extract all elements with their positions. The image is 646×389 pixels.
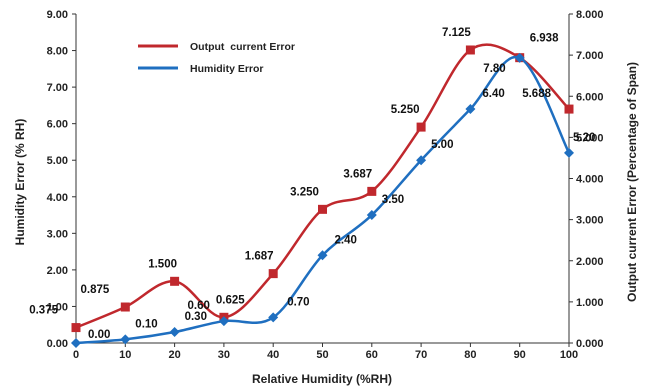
data-label-output-current-error: 1.687 (245, 251, 274, 263)
data-label-output-current-error: 3.687 (343, 168, 372, 180)
data-label-humidity-error: 0.00 (88, 329, 110, 341)
y-left-tick-label: 2.00 (47, 265, 68, 277)
data-point-output-current-error (268, 269, 278, 279)
x-tick-label: 50 (316, 349, 328, 361)
data-label-output-current-error: 5.250 (391, 104, 420, 116)
y-right-tick-label: 2.000 (576, 256, 604, 268)
y-right-tick-label: 3.000 (576, 215, 604, 227)
data-point-humidity-error (120, 334, 131, 345)
data-label-humidity-error: 5.00 (431, 139, 453, 151)
x-tick-label: 100 (560, 349, 578, 361)
y-right-tick-label: 6.000 (576, 91, 604, 103)
x-axis-title: Relative Humidity (%RH) (252, 372, 392, 386)
x-tick-label: 40 (267, 349, 279, 361)
data-point-output-current-error (465, 45, 475, 55)
data-point-output-current-error (416, 122, 426, 132)
data-point-humidity-error (71, 338, 81, 348)
y-left-tick-label: 1.00 (47, 301, 68, 313)
data-label-humidity-error: 7.80 (483, 63, 505, 75)
data-label-humidity-error: 0.30 (185, 311, 207, 323)
x-tick-label: 60 (366, 349, 378, 361)
data-label-humidity-error: 6.40 (482, 88, 504, 100)
data-point-humidity-error (416, 155, 427, 166)
data-labels: 0.375 0.875 1.500 0.625 1.687 3.250 3.687 5.250… (29, 27, 595, 341)
legend-label-output-current-error: Output current Error (190, 41, 295, 53)
y-right-tick-label: 5.000 (576, 132, 604, 144)
y-left-tick-label: 6.00 (47, 119, 68, 131)
data-label-output-current-error: 5.688 (522, 88, 551, 100)
data-label-humidity-error: 2.40 (335, 234, 357, 246)
data-point-humidity-error (268, 312, 279, 323)
data-point-output-current-error (71, 323, 81, 333)
data-label-output-current-error: 7.125 (442, 27, 471, 39)
y-axis-left-title: Humidity Error (% RH) (13, 119, 27, 246)
x-tick-label: 30 (218, 349, 230, 361)
data-point-humidity-error (169, 327, 180, 338)
x-tick-label: 90 (514, 349, 526, 361)
data-label-humidity-error: 0.60 (188, 300, 210, 312)
y-left-tick-label: 5.00 (47, 155, 68, 167)
data-point-output-current-error (120, 302, 130, 312)
y-left-tick-label: 8.00 (47, 46, 68, 58)
y-left-tick-label: 4.00 (47, 192, 68, 204)
y-right-tick-label: 1.000 (576, 297, 604, 309)
data-label-humidity-error: 3.50 (382, 194, 404, 206)
legend-label-humidity-error: Humidity Error (190, 63, 264, 75)
data-label-humidity-error: 0.10 (135, 318, 157, 330)
data-point-humidity-error (317, 250, 328, 261)
y-left-tick-label: 9.00 (47, 9, 68, 21)
data-label-output-current-error: 6.938 (530, 33, 559, 45)
data-point-output-current-error (367, 186, 377, 196)
data-point-humidity-error (514, 52, 525, 63)
y-left-tick-label: 0.00 (47, 338, 68, 350)
data-label-output-current-error: 1.500 (148, 258, 177, 270)
series-group (71, 43, 574, 348)
x-tick-label: 20 (168, 349, 180, 361)
data-point-output-current-error (170, 276, 180, 286)
data-point-humidity-error (218, 316, 229, 327)
data-point-humidity-error (465, 104, 476, 115)
y-left-tick-label: 3.00 (47, 228, 68, 240)
data-label-humidity-error: 5.20 (573, 132, 595, 144)
data-label-output-current-error: 0.625 (216, 294, 245, 306)
data-label-humidity-error: 0.70 (287, 296, 309, 308)
axes (72, 13, 573, 347)
data-label-output-current-error: 3.250 (290, 186, 319, 198)
x-tick-label: 70 (415, 349, 427, 361)
data-point-humidity-error (366, 210, 377, 221)
data-label-output-current-error: 0.375 (29, 305, 58, 317)
y-right-tick-label: 7.000 (576, 50, 604, 62)
tick-labels: 0 10 20 30 40 50 60 70 80 90 100 0.00 1.00 2.00 3.00 4.… (47, 9, 604, 361)
y-axis-right-title: Output current Error (Percentage of Span… (625, 62, 639, 302)
data-point-humidity-error (564, 147, 574, 158)
data-label-output-current-error: 0.875 (81, 284, 110, 296)
y-right-tick-label: 8.000 (576, 9, 604, 21)
y-right-tick-label: 4.000 (576, 174, 604, 186)
x-tick-label: 80 (464, 349, 476, 361)
y-left-tick-label: 7.00 (47, 82, 68, 94)
data-point-output-current-error (318, 204, 327, 214)
y-right-tick-label: 0.000 (576, 338, 604, 350)
x-tick-label: 0 (73, 349, 79, 361)
legend: Output current Error Humidity Error (138, 41, 295, 75)
x-tick-label: 10 (119, 349, 131, 361)
data-point-output-current-error (564, 104, 574, 114)
